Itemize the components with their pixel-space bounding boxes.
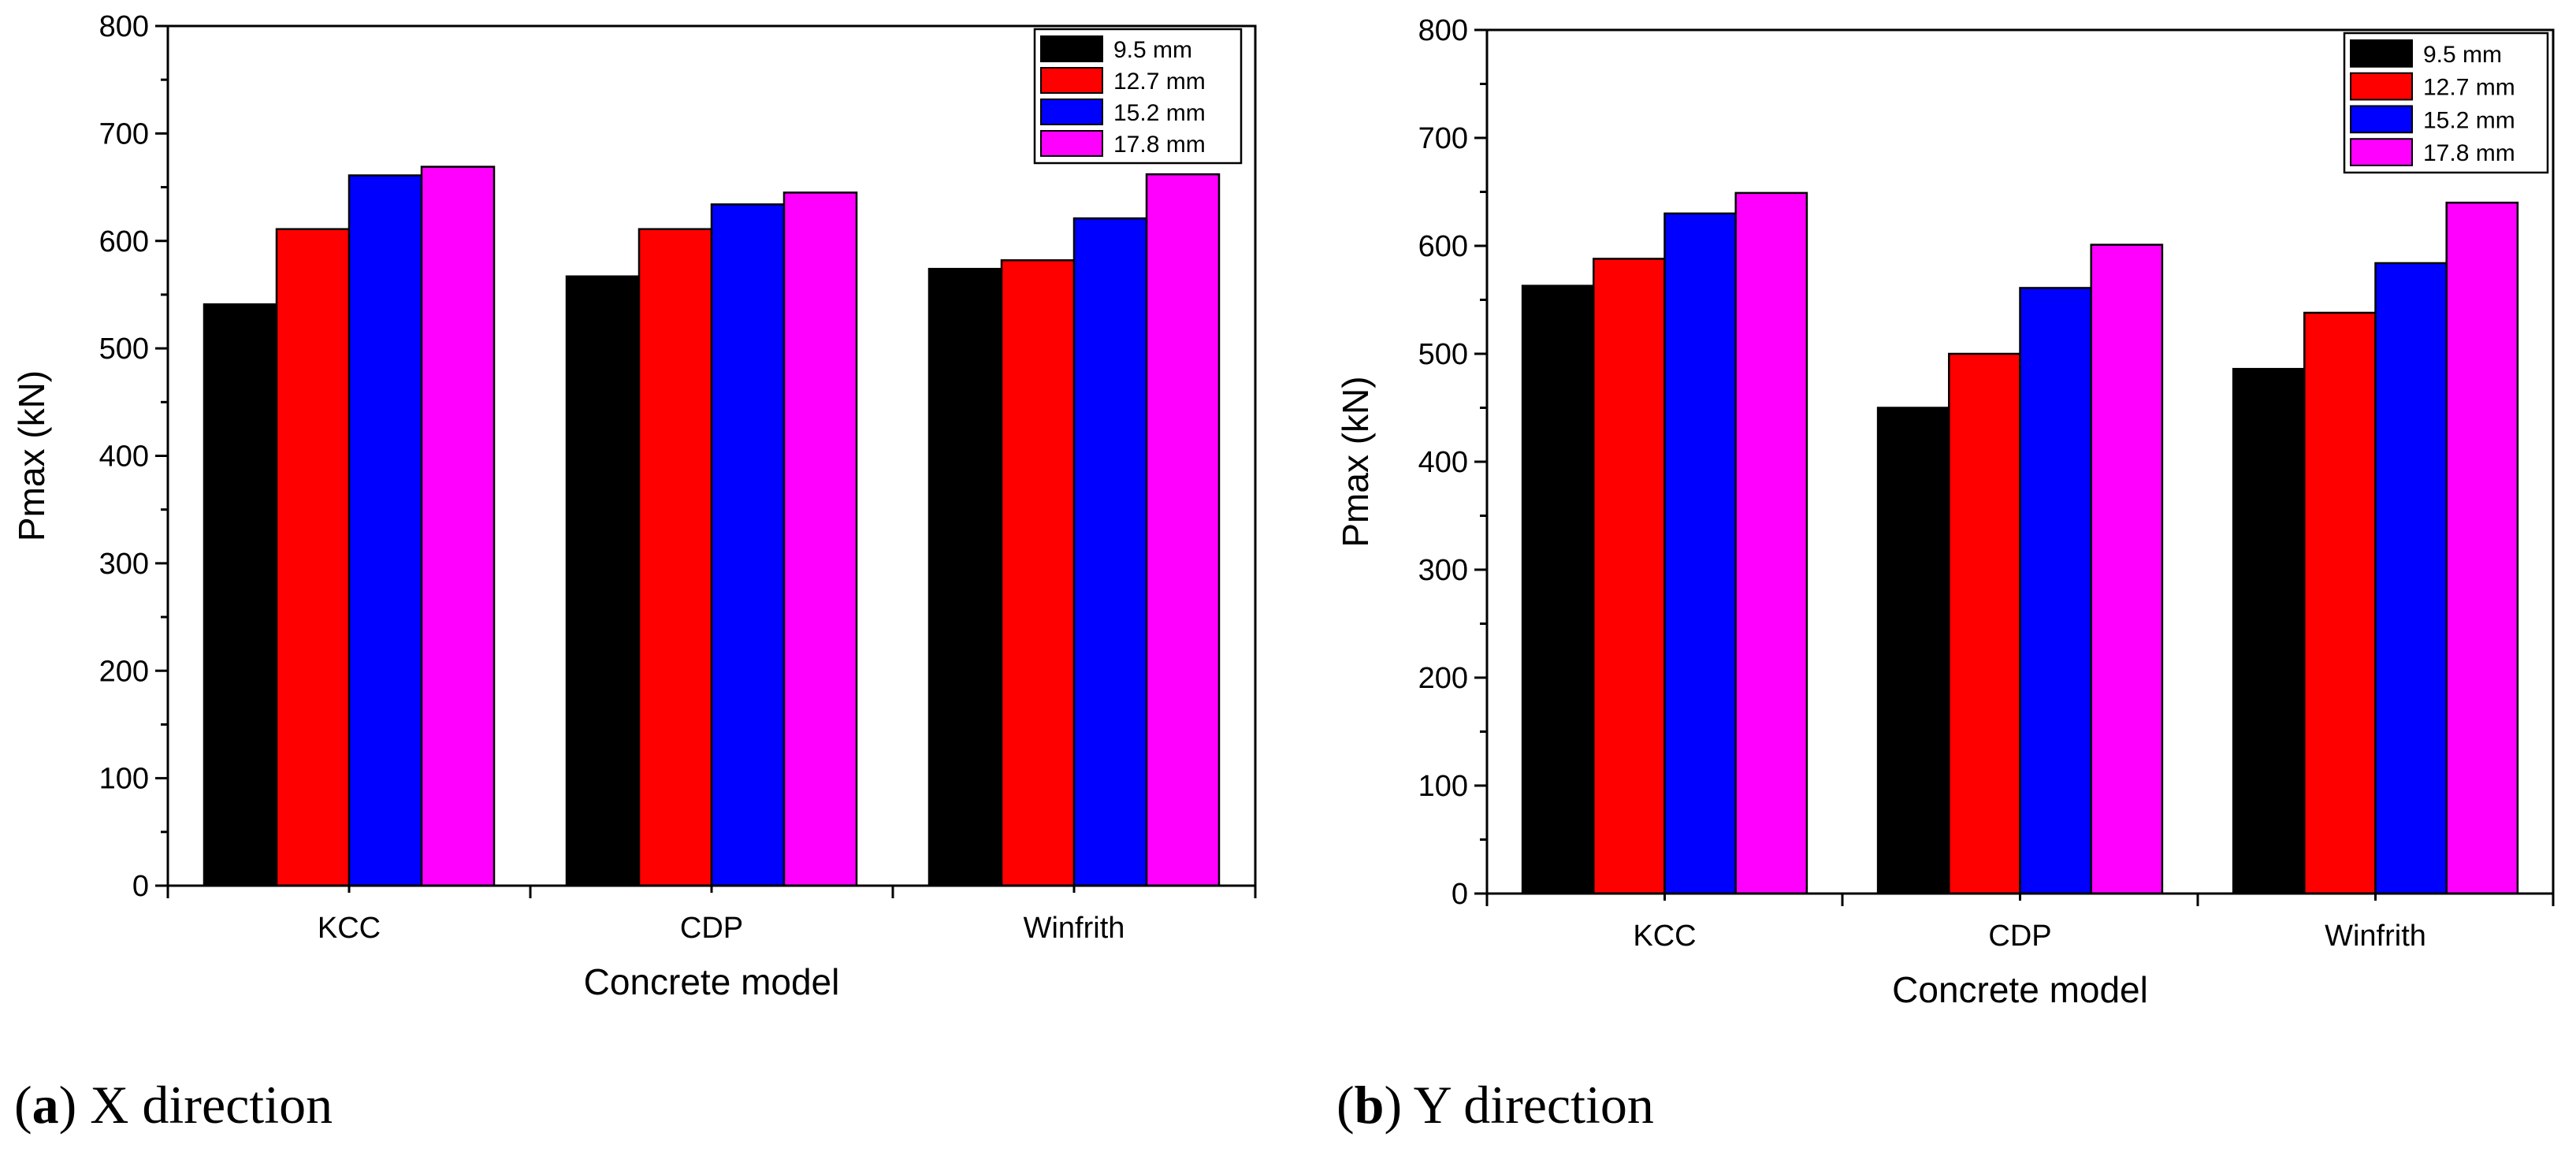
y-axis: 0 100 200 300 400 500 600 700 800 (1418, 14, 1487, 911)
y-tick-label: 300 (1418, 554, 1468, 587)
y-tick-label: 100 (99, 763, 149, 796)
bars (1521, 191, 2519, 895)
bar-cdp-12-7mm (637, 228, 713, 887)
bar-cdp-9-5mm (1876, 407, 1950, 895)
bar-kcc-12-7mm (275, 228, 351, 887)
legend-label: 12.7 mm (2423, 75, 2515, 101)
y-tick-label: 300 (99, 548, 149, 581)
bar-winfrith-15-2mm (2374, 262, 2448, 895)
legend-label: 12.7 mm (1113, 69, 1206, 95)
bar-winfrith-9-5mm (927, 267, 1003, 887)
caption-open-paren: ( (1336, 1075, 1355, 1135)
legend-label: 9.5 mm (1113, 37, 1192, 63)
bars (203, 165, 1221, 887)
y-tick-label: 0 (132, 870, 149, 903)
legend-swatch-12-7mm (2350, 72, 2413, 101)
legend-swatch-17-8mm (2350, 138, 2413, 166)
caption-open-paren: ( (14, 1075, 32, 1135)
y-axis: 0 100 200 300 400 500 600 700 800 (99, 10, 168, 903)
legend-label: 9.5 mm (2423, 42, 2502, 68)
y-tick-label: 500 (1418, 338, 1468, 371)
x-axis: KCC CDP Winfrith (166, 886, 1257, 945)
bar-winfrith-12-7mm (2303, 311, 2377, 895)
bar-winfrith-17-8mm (1145, 173, 1221, 887)
y-tick-label: 200 (1418, 662, 1468, 695)
y-tick-label: 500 (99, 333, 149, 366)
y-tick-label: 600 (1418, 230, 1468, 263)
bar-cdp-17-8mm (782, 191, 858, 887)
x-tick-label-winfrith: Winfrith (2325, 920, 2426, 953)
legend: 9.5 mm 12.7 mm 15.2 mm 17.8 mm (1033, 28, 1243, 165)
x-axis-title: Concrete model (584, 961, 840, 1002)
legend-swatch-15-2mm (1040, 98, 1103, 125)
legend: 9.5 mm 12.7 mm 15.2 mm 17.8 mm (2343, 32, 2549, 174)
bar-cdp-17-8mm (2090, 243, 2164, 895)
panel-caption: (b) Y direction (1336, 1075, 1654, 1135)
caption-text: ) Y direction (1384, 1075, 1653, 1135)
bar-winfrith-17-8mm (2445, 201, 2519, 895)
y-tick-label: 800 (99, 10, 149, 43)
x-tick-label-cdp: CDP (680, 912, 743, 945)
y-tick-label: 0 (1452, 878, 1468, 911)
y-tick-label: 800 (1418, 14, 1468, 47)
bar-kcc-15-2mm (348, 174, 423, 887)
y-tick-label: 200 (99, 655, 149, 688)
legend-label: 15.2 mm (2423, 107, 2515, 133)
bar-cdp-15-2mm (2019, 287, 2092, 895)
y-tick-label: 400 (99, 440, 149, 474)
caption-letter: b (1355, 1075, 1385, 1135)
bar-kcc-15-2mm (1663, 212, 1737, 895)
y-axis-title: Pmax (kN) (11, 370, 52, 541)
y-tick-label: 600 (99, 225, 149, 258)
panel-b-y-direction: 0 100 200 300 400 500 600 700 800 KCC CDP Winfrith C… (1335, 14, 2555, 1135)
x-tick-label-kcc: KCC (318, 912, 381, 945)
bar-kcc-9-5mm (1521, 284, 1595, 895)
bar-cdp-12-7mm (1948, 352, 2021, 895)
y-tick-label: 700 (1418, 122, 1468, 155)
panel-a-x-direction: 0 100 200 300 400 500 600 700 800 KCC CDP Winfrith C… (11, 10, 1257, 1135)
x-axis: KCC CDP Winfrith (1485, 894, 2555, 953)
bar-cdp-9-5mm (565, 275, 641, 887)
caption-text: ) X direction (59, 1075, 333, 1135)
bar-kcc-17-8mm (420, 165, 496, 887)
bar-winfrith-9-5mm (2232, 367, 2306, 895)
y-tick-label: 700 (99, 117, 149, 151)
bar-kcc-9-5mm (203, 303, 278, 887)
panel-caption: (a) X direction (14, 1075, 333, 1135)
y-tick-label: 100 (1418, 770, 1468, 803)
legend-swatch-15-2mm (2350, 105, 2413, 134)
y-tick-label: 400 (1418, 446, 1468, 479)
legend-swatch-17-8mm (1040, 130, 1103, 157)
legend-label: 17.8 mm (2423, 140, 2515, 166)
x-tick-label-winfrith: Winfrith (1024, 912, 1125, 945)
x-tick-label-cdp: CDP (1988, 920, 2051, 953)
legend-swatch-12-7mm (1040, 67, 1103, 94)
bar-winfrith-15-2mm (1072, 217, 1148, 887)
x-tick-label-kcc: KCC (1633, 920, 1696, 953)
bar-kcc-17-8mm (1734, 191, 1808, 895)
bar-cdp-15-2mm (710, 203, 786, 887)
legend-label: 17.8 mm (1113, 132, 1206, 158)
legend-label: 15.2 mm (1113, 100, 1206, 126)
bar-kcc-12-7mm (1593, 258, 1666, 895)
y-axis-title: Pmax (kN) (1335, 376, 1376, 547)
x-axis-title: Concrete model (1892, 969, 2148, 1010)
caption-letter: a (32, 1075, 59, 1135)
legend-swatch-9-5mm (2350, 39, 2413, 68)
bar-winfrith-12-7mm (1000, 259, 1076, 887)
legend-swatch-9-5mm (1040, 35, 1103, 62)
